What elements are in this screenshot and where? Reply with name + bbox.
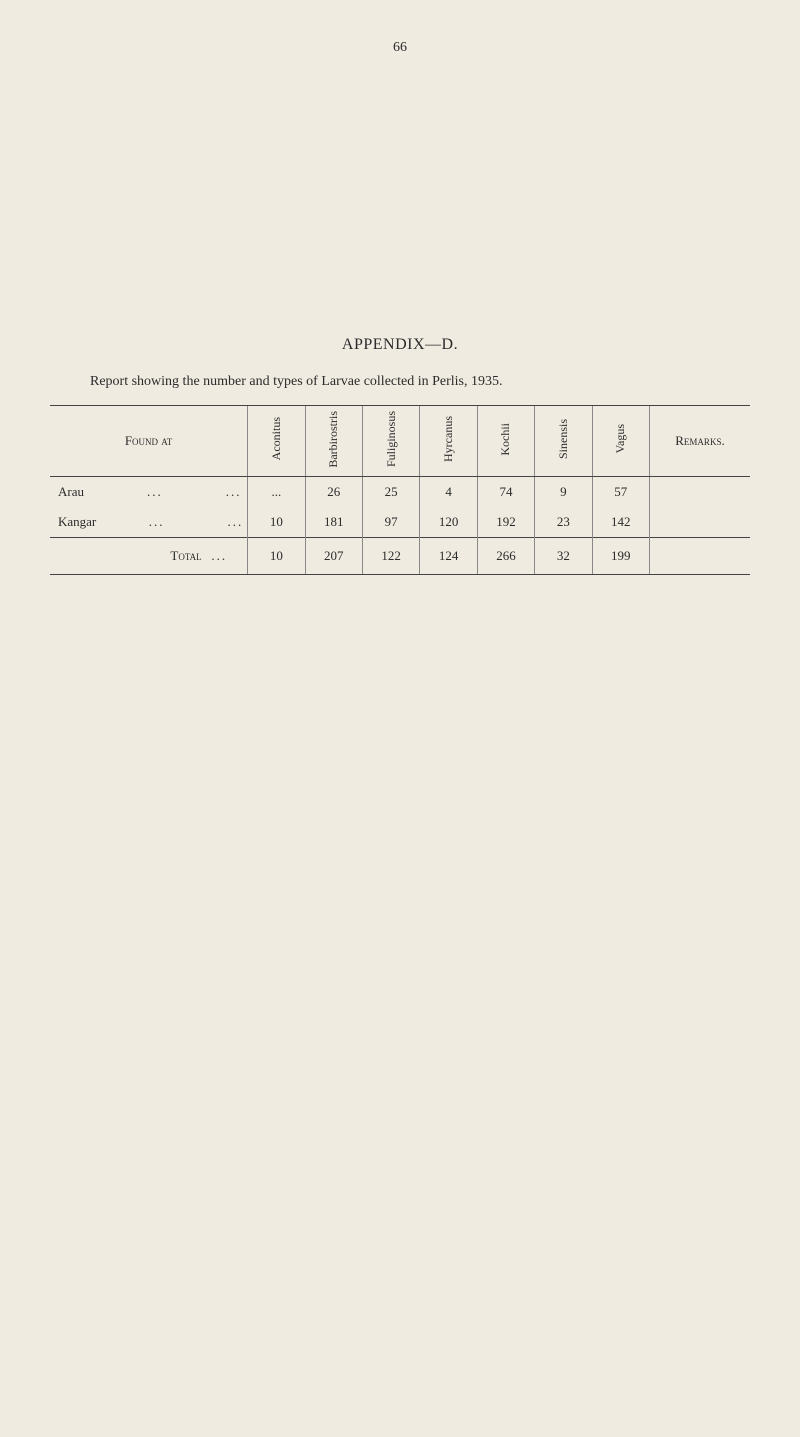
col-header-found-at: Found at [50,406,248,477]
table-row: Arau ... ......2625474957 [50,477,750,508]
table-cell: 57 [592,477,649,508]
table-cell: 181 [305,507,362,538]
document-page: 66 APPENDIX—D. Report showing the number… [0,0,800,1437]
table-cell [649,477,750,508]
row-label: Kangar ... ... [50,507,248,538]
table-cell: 26 [305,477,362,508]
table-cell: 4 [420,477,477,508]
col-header-remarks: Remarks. [649,406,750,477]
col-header-hyrcanus: Hyrcanus [420,406,477,477]
table-cell [649,507,750,538]
total-cell: 122 [362,538,419,575]
report-intro: Report showing the number and types of L… [90,374,750,390]
total-cell: 199 [592,538,649,575]
col-header-vagus: Vagus [592,406,649,477]
total-cell: 32 [535,538,592,575]
table-header-row: Found at Aconitus Barbirostris Fuliginos… [50,406,750,477]
table-cell: 97 [362,507,419,538]
table-cell: 9 [535,477,592,508]
table-total-row: Total ...1020712212426632199 [50,538,750,575]
col-header-barbirostris: Barbirostris [305,406,362,477]
table-cell: 10 [248,507,305,538]
row-label: Arau ... ... [50,477,248,508]
table-cell: 120 [420,507,477,538]
page-number: 66 [50,40,750,56]
table-cell: 192 [477,507,534,538]
table-row: Kangar ... ...101819712019223142 [50,507,750,538]
total-cell: 266 [477,538,534,575]
table-cell: 74 [477,477,534,508]
col-header-fuliginosus: Fuliginosus [362,406,419,477]
total-cell: 10 [248,538,305,575]
total-cell: 124 [420,538,477,575]
total-cell: 207 [305,538,362,575]
larvae-table: Found at Aconitus Barbirostris Fuliginos… [50,405,750,575]
col-header-kochii: Kochii [477,406,534,477]
table-cell: 142 [592,507,649,538]
total-label: Total ... [50,538,248,575]
table-cell: 23 [535,507,592,538]
table-cell: 25 [362,477,419,508]
table-cell: ... [248,477,305,508]
total-cell [649,538,750,575]
col-header-sinensis: Sinensis [535,406,592,477]
col-header-aconitus: Aconitus [248,406,305,477]
appendix-title: APPENDIX—D. [50,336,750,354]
